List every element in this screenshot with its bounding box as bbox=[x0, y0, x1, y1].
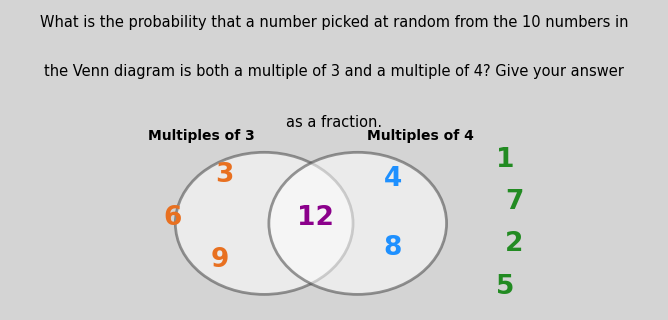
Text: 3: 3 bbox=[215, 162, 234, 188]
Text: 5: 5 bbox=[496, 274, 514, 300]
Text: 2: 2 bbox=[505, 231, 524, 258]
Text: 9: 9 bbox=[210, 247, 229, 273]
Text: 1: 1 bbox=[496, 147, 514, 173]
Text: 8: 8 bbox=[383, 235, 402, 261]
Ellipse shape bbox=[269, 152, 446, 294]
Text: as a fraction.: as a fraction. bbox=[286, 115, 382, 130]
Text: 6: 6 bbox=[164, 204, 182, 231]
Text: 7: 7 bbox=[505, 189, 524, 215]
Text: the Venn diagram is both a multiple of 3 and a multiple of 4? Give your answer: the Venn diagram is both a multiple of 3… bbox=[44, 64, 624, 79]
Text: Multiples of 3: Multiples of 3 bbox=[148, 129, 255, 143]
Text: What is the probability that a number picked at random from the 10 numbers in: What is the probability that a number pi… bbox=[40, 15, 628, 30]
Text: 4: 4 bbox=[383, 166, 402, 192]
Text: Multiples of 4: Multiples of 4 bbox=[367, 129, 474, 143]
Ellipse shape bbox=[176, 152, 353, 294]
Text: 12: 12 bbox=[297, 204, 334, 231]
